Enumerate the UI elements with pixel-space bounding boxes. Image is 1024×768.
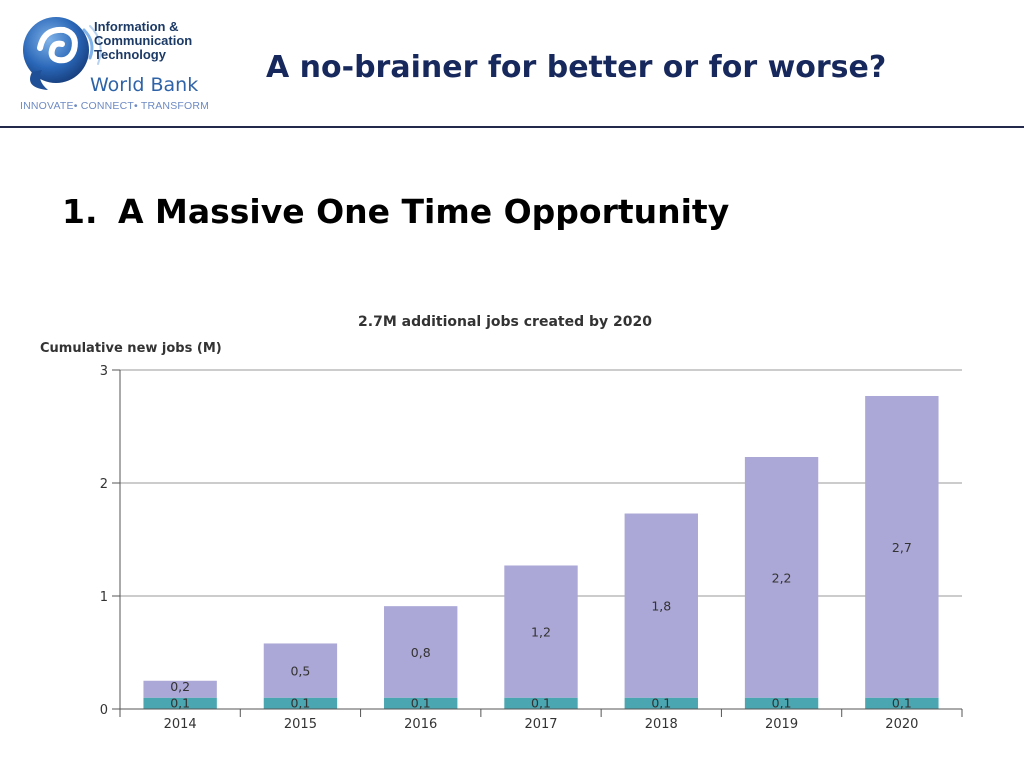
x-tick-label: 2015 <box>284 717 317 732</box>
bar-base-segment <box>384 697 458 709</box>
chart-title: 2.7M additional jobs created by 2020 <box>358 314 652 330</box>
logo-text: Information & Communication Technology <box>94 20 254 62</box>
section-heading: 1. A Massive One Time Opportunity <box>62 192 729 231</box>
bar-data-label: 0,1 <box>290 696 310 711</box>
bar-base-segment <box>263 697 338 709</box>
bar-base-segment <box>865 697 939 709</box>
logo-line-2: Communication <box>94 33 193 48</box>
bar-data-label: 1,2 <box>531 625 551 640</box>
bar-data-label: 0,1 <box>531 696 551 711</box>
globe-swirl-icon <box>23 17 102 90</box>
y-tick-label: 1 <box>100 590 108 605</box>
bar-top-segment <box>624 513 698 698</box>
bar-base-segment <box>143 697 217 709</box>
bar-base-segment <box>744 697 819 709</box>
bar-data-label: 0,5 <box>290 664 310 679</box>
x-tick-label: 2017 <box>524 717 557 732</box>
header-divider <box>0 126 1024 128</box>
x-tick-label: 2014 <box>164 717 197 732</box>
bar-data-label: 0,1 <box>411 696 431 711</box>
bar-top-segment <box>865 395 939 698</box>
bar-data-label: 0,8 <box>411 645 431 660</box>
bar-base-segment <box>624 697 698 709</box>
bar-data-label: 0,2 <box>170 679 190 694</box>
bar-top-segment <box>263 643 338 698</box>
section-heading-text: A Massive One Time Opportunity <box>118 192 730 231</box>
slide-title: A no-brainer for better or for worse? <box>266 50 887 85</box>
jobs-chart: 2.7M additional jobs created by 2020 Cum… <box>0 300 1024 750</box>
bar-top-segment <box>143 680 217 698</box>
bar-data-label: 0,1 <box>772 696 792 711</box>
ict-world-bank-logo: Information & Communication Technology W… <box>18 14 243 116</box>
bar-top-segment <box>744 457 819 698</box>
x-tick-label: 2019 <box>765 717 798 732</box>
grid-layer <box>120 369 962 597</box>
x-tick-label: 2018 <box>645 717 678 732</box>
bar-data-label: 2,7 <box>892 540 912 555</box>
logo-org-name: World Bank <box>90 74 199 96</box>
slide-header: Information & Communication Technology W… <box>0 0 1024 130</box>
axis-layer: 0 1 2 3 2014 2015 2016 2017 2018 2019 2020 <box>100 364 963 732</box>
y-tick-label: 0 <box>100 703 108 718</box>
jobs-chart-svg: 2.7M additional jobs created by 2020 Cum… <box>40 314 963 732</box>
bar-data-label: 0,1 <box>651 696 671 711</box>
logo-line-1: Information & <box>94 19 179 34</box>
section-number: 1. <box>62 192 98 231</box>
bar-layer: 0,1 0,2 0,1 0,5 0,1 0,8 0,1 1,2 0,1 1,8 0,1 2,2 0,1 2… <box>143 395 939 711</box>
bar-base-segment <box>504 697 578 709</box>
logo-line-3: Technology <box>94 47 166 62</box>
bar-data-label: 1,8 <box>651 599 671 614</box>
bar-top-segment <box>384 606 458 698</box>
bar-data-label: 0,1 <box>170 696 190 711</box>
y-tick-label: 2 <box>100 477 108 492</box>
logo-tagline: INNOVATE• CONNECT• TRANSFORM <box>20 100 210 112</box>
x-tick-label: 2016 <box>404 717 437 732</box>
y-tick-label: 3 <box>100 364 108 379</box>
bar-data-label: 2,2 <box>772 570 792 585</box>
bar-top-segment <box>504 565 578 698</box>
bar-data-label: 0,1 <box>892 696 912 711</box>
x-tick-label: 2020 <box>885 717 918 732</box>
y-axis-label: Cumulative new jobs (M) <box>40 341 222 356</box>
